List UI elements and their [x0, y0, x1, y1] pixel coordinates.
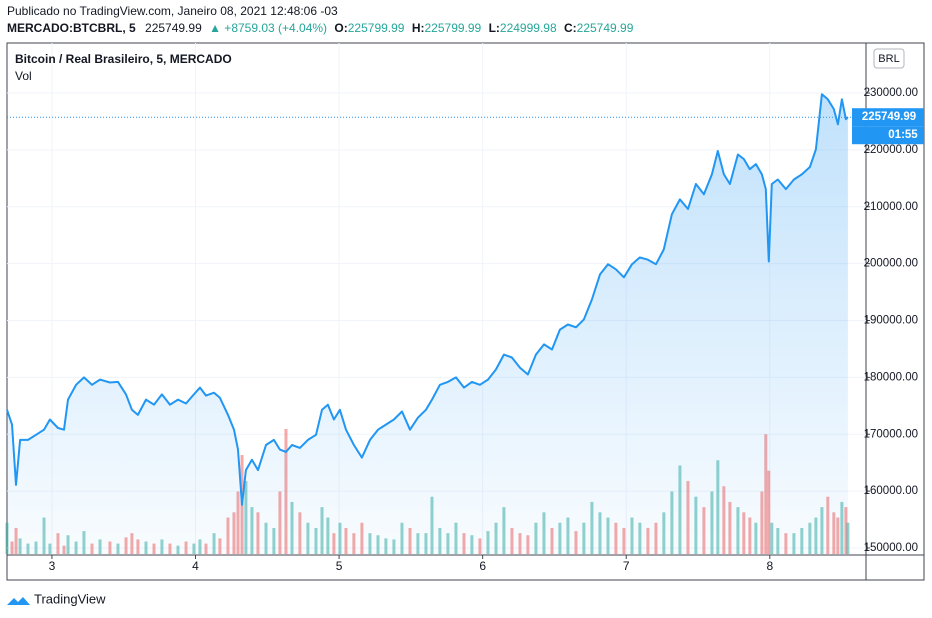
y-tick-label: 150000.00	[864, 542, 918, 554]
y-tick-label: 190000.00	[864, 315, 918, 327]
x-tick-label: 5	[336, 559, 343, 573]
ohlc-c-label: C:	[564, 21, 577, 35]
volume-bar	[846, 522, 850, 554]
brand: TradingView	[34, 591, 106, 606]
ohlc-o-label: O:	[334, 21, 347, 35]
area	[7, 94, 848, 554]
y-tick-label: 200000.00	[864, 258, 918, 270]
last-price-label: 225749.99	[862, 111, 916, 123]
ohlc-l-value: 224999.98	[500, 21, 557, 35]
symbol: MERCADO:BTCBRL, 5	[7, 21, 136, 35]
plot-layer	[6, 93, 866, 554]
price-line	[6, 93, 849, 506]
volume-label: Vol	[15, 69, 32, 83]
chart-frame	[6, 42, 925, 581]
currency[interactable]: BRL	[878, 53, 899, 65]
countdown-box	[852, 126, 924, 145]
x-tick-label: 8	[766, 559, 773, 573]
currency-box[interactable]	[873, 48, 905, 69]
header: Publicado no TradingView.com, Janeiro 08…	[7, 4, 634, 35]
chart-title: Bitcoin / Real Brasileiro, 5, MERCADO	[15, 52, 232, 66]
y-tick-label: 180000.00	[864, 371, 918, 383]
y-tick-label: 220000.00	[864, 144, 918, 156]
x-tick-label: 4	[192, 559, 199, 573]
published-line: Publicado no TradingView.com, Janeiro 08…	[7, 4, 338, 18]
ohlc-o-value: 225799.99	[348, 21, 405, 35]
last-price: 225749.99	[145, 21, 202, 35]
countdown: 01:55	[888, 129, 918, 141]
x-tick-label: 7	[623, 559, 630, 573]
x-tick-label: 6	[479, 559, 486, 573]
y-tick-label: 230000.00	[864, 87, 918, 99]
ohlc-l-label: L:	[489, 21, 500, 35]
x-tick-label: 3	[49, 559, 56, 573]
y-tick-label: 160000.00	[864, 485, 918, 497]
brand-logo	[7, 597, 30, 605]
y-tick-label: 170000.00	[864, 428, 918, 440]
last-price-box	[852, 108, 924, 127]
ohlc-h-label: H:	[412, 21, 425, 35]
axes-layer: 150000.00 160000.00 170000.00 180000.00 1900…	[49, 87, 924, 573]
ohlc-h-value: 225799.99	[425, 21, 482, 35]
ohlc-c-value: 225749.99	[577, 21, 634, 35]
quote-line: MERCADO:BTCBRL, 5 225749.99 ▲ +8759.03 (…	[7, 21, 634, 35]
y-tick-label: 210000.00	[864, 201, 918, 213]
footer: TradingView	[7, 591, 106, 606]
change: ▲ +8759.03 (+4.04%)	[209, 21, 327, 35]
